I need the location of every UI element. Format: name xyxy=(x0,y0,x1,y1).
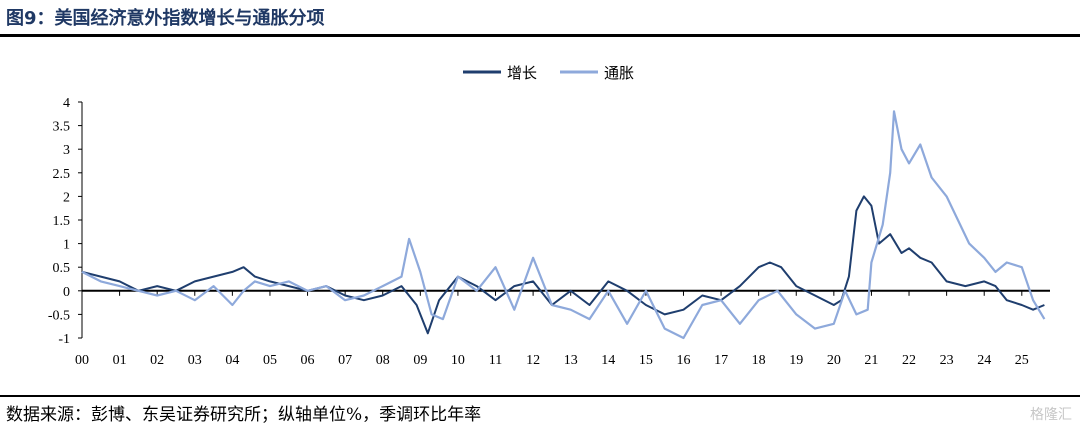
legend-label: 通胀 xyxy=(604,65,634,82)
x-tick-label: 01 xyxy=(113,353,127,368)
x-tick-label: 02 xyxy=(150,353,164,368)
top-rule xyxy=(0,34,1080,37)
y-axis: -1 -0.5 0 0.5 1 1.5 2 2.5 3 3.5 4 xyxy=(48,96,83,347)
x-tick-label: 24 xyxy=(977,353,991,368)
legend-label: 增长 xyxy=(507,65,537,82)
x-tick-label: 04 xyxy=(225,353,239,368)
x-tick-label: 07 xyxy=(338,353,352,368)
chart-legend: 增长 通胀 xyxy=(463,65,634,82)
x-tick-label: 08 xyxy=(376,353,390,368)
x-tick-label: 21 xyxy=(864,353,878,368)
x-tick-label: 25 xyxy=(1015,353,1029,368)
y-tick-label: 2 xyxy=(63,190,70,205)
x-tick-label: 03 xyxy=(188,353,202,368)
source-note: 数据来源：彭博、东吴证券研究所；纵轴单位%，季调环比年率 xyxy=(6,405,482,425)
x-tick-label: 11 xyxy=(489,353,502,368)
figure-title: 图9：美国经济意外指数增长与通胀分项 xyxy=(6,8,325,29)
y-tick-label: -1 xyxy=(58,332,70,347)
y-tick-label: 3 xyxy=(63,143,70,158)
x-tick-label: 12 xyxy=(526,353,540,368)
y-tick-label: 4 xyxy=(63,96,70,111)
x-tick-label: 14 xyxy=(601,353,615,368)
inflation-series-line xyxy=(81,110,1046,340)
x-tick-label: 00 xyxy=(75,353,89,368)
y-tick-label: 0.5 xyxy=(53,261,71,276)
x-tick-label: 22 xyxy=(902,353,916,368)
x-axis: 00 01 02 03 04 05 06 07 08 09 10 11 12 13 14 15 16 17 18 19… xyxy=(75,289,1050,368)
x-tick-label: 05 xyxy=(263,353,277,368)
y-tick-label: 0 xyxy=(63,285,70,300)
y-tick-label: 1 xyxy=(63,238,70,253)
growth-series-line xyxy=(81,195,1045,335)
line-chart: 增长 通胀 -1-0.500.511.522.533.54 00 01 02 03 04 0… xyxy=(48,65,1050,368)
y-tick-label: -0.5 xyxy=(48,308,70,323)
x-tick-label: 18 xyxy=(752,353,766,368)
x-tick-label: 09 xyxy=(413,353,427,368)
y-tick-label: 2.5 xyxy=(53,167,71,182)
series-lines xyxy=(81,110,1046,340)
x-tick-label: 06 xyxy=(301,353,315,368)
x-tick-label: 15 xyxy=(639,353,653,368)
bottom-rule xyxy=(0,395,1080,397)
x-tick-label: 10 xyxy=(451,353,465,368)
x-tick-label: 20 xyxy=(827,353,841,368)
x-tick-label: 16 xyxy=(676,353,690,368)
x-tick-label: 19 xyxy=(789,353,803,368)
watermark-logo: 格隆汇 xyxy=(1030,407,1072,423)
x-tick-label: 17 xyxy=(714,353,728,368)
y-tick-label: 3.5 xyxy=(53,120,71,135)
y-tick-label: 1.5 xyxy=(53,214,71,229)
x-tick-label: 23 xyxy=(940,353,954,368)
x-tick-label: 13 xyxy=(564,353,578,368)
